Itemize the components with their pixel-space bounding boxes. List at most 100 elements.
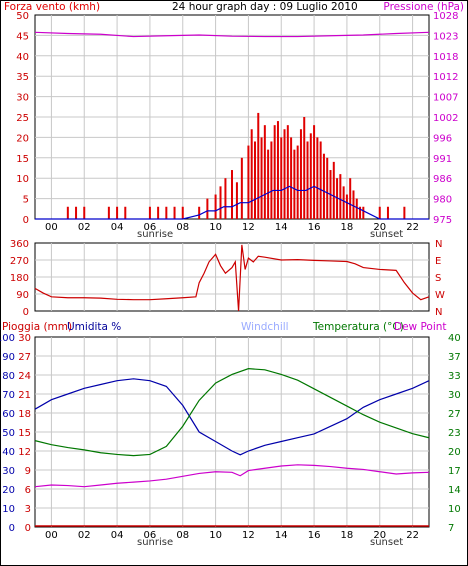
wind-speed-bar (309, 133, 312, 219)
wind-speed-bar (352, 190, 355, 219)
wind-speed-bar (339, 174, 342, 219)
wind-speed-tick: 10 (16, 174, 29, 185)
direction-tick: 0 (23, 307, 29, 318)
temperature-title: Temperatura (°C) (312, 321, 404, 333)
time-tick: 06 (144, 222, 157, 233)
wind-speed-bar (66, 206, 69, 219)
time-tick: 18 (341, 530, 354, 541)
wind-speed-bar (403, 206, 406, 219)
rain-tick: 9 (25, 466, 31, 477)
wind-speed-bar (290, 137, 293, 219)
humidity-tick: 50 (2, 428, 15, 439)
wind-speed-bar (116, 206, 119, 219)
rain-tick: 24 (18, 371, 31, 382)
pressure-tick: 1023 (433, 31, 458, 42)
wind-speed-bar (296, 145, 299, 219)
sunset-label: sunset (370, 229, 403, 240)
sunrise-label: sunrise (137, 229, 173, 240)
temperature-tick: 23 (448, 428, 461, 439)
sunset-label: sunset (370, 537, 403, 548)
pressure-tick: 1007 (433, 93, 458, 104)
rain-tick: 30 (18, 333, 31, 344)
wind-speed-bar (378, 206, 381, 219)
pressure-tick: 1018 (433, 52, 458, 63)
wind-speed-tick: 45 (16, 31, 29, 42)
temperature-line (34, 368, 430, 457)
wind-speed-bar (240, 157, 243, 219)
pressure-tick: 991 (433, 154, 452, 165)
wind-speed-bar (299, 129, 302, 219)
pressure-tick: 1028 (433, 11, 458, 22)
rain-axis: 0 3 6 9 12 15 18 21 24 27 30 (18, 333, 31, 534)
wind-speed-bar (273, 125, 276, 219)
humidity-tick: 80 (2, 371, 15, 382)
time-tick: 02 (78, 222, 91, 233)
time-tick: 14 (275, 222, 288, 233)
wind-speed-tick: 20 (16, 133, 29, 144)
rain-tick: 21 (18, 390, 31, 401)
wind-speed-bar (342, 186, 345, 219)
wind-speed-bar (124, 206, 127, 219)
temperature-tick: 10 (448, 504, 461, 515)
wind-speed-tick: 0 (23, 215, 29, 226)
humidity-tick: 90 (2, 352, 15, 363)
wind-speed-bar (349, 178, 352, 219)
rain-tick: 15 (18, 428, 31, 439)
wind-speed-bar (231, 170, 233, 219)
dewpoint-line (34, 464, 430, 488)
wind-speed-bar (326, 157, 329, 219)
wind-speed-bar (257, 112, 260, 219)
humidity-tick: 60 (2, 409, 15, 420)
time-tick: 02 (78, 530, 91, 541)
wind-speed-bar (386, 206, 389, 219)
humidity-tick: 20 (2, 485, 15, 496)
wind-speed-tick: 40 (16, 52, 29, 63)
wind-speed-bars (66, 112, 406, 219)
wind-speed-bar (316, 137, 319, 219)
time-tick: 16 (308, 222, 321, 233)
time-tick: 00 (45, 530, 58, 541)
compass-label: W (435, 290, 445, 301)
wind-speed-bar (75, 206, 78, 219)
wind-speed-axis: 0 5 10 15 20 25 30 35 40 45 50 (16, 11, 29, 226)
wind-speed-tick: 5 (23, 195, 29, 206)
humidity-title: Umidita % (67, 321, 121, 333)
wind-speed-tick: 25 (16, 113, 29, 124)
time-tick: 00 (45, 222, 58, 233)
wind-speed-bar (173, 206, 176, 219)
direction-degree-axis: 0 90 180 270 360 (10, 239, 29, 318)
pressure-tick: 1012 (433, 72, 458, 83)
wind-speed-bar (219, 186, 222, 219)
wind-speed-tick: 30 (16, 93, 29, 104)
wind-speed-bar (263, 125, 266, 219)
wind-speed-bar (224, 178, 227, 219)
wind-time-axis: 00 02 04 06 08 10 12 14 16 18 20 22 (45, 222, 419, 233)
pressure-tick: 986 (433, 174, 452, 185)
direction-tick: 180 (10, 273, 29, 284)
compass-label: S (435, 273, 441, 284)
time-tick: 10 (209, 222, 222, 233)
pressure-axis: 975 980 986 991 996 1002 1007 1012 1018 1023 1028 (433, 11, 458, 226)
wind-speed-bar (313, 125, 316, 219)
time-tick: 04 (111, 530, 124, 541)
wind-speed-bar (107, 206, 110, 219)
humidity-tick: 0 (9, 523, 15, 534)
temperature-tick: 14 (448, 485, 461, 496)
wind-speed-bar (345, 194, 348, 219)
date-title: 24 hour graph day : 09 Luglio 2010 (172, 1, 358, 13)
time-tick: 08 (176, 222, 189, 233)
wind-speed-bar (362, 206, 365, 219)
time-tick: 10 (209, 530, 222, 541)
wind-speed-bar (280, 137, 283, 219)
wind-speed-bar (181, 206, 184, 219)
wind-speed-bar (148, 206, 151, 219)
wind-speed-bar (247, 145, 250, 219)
temperature-tick: 33 (448, 371, 461, 382)
wind-speed-bar (267, 149, 270, 219)
time-tick: 16 (308, 530, 321, 541)
temperature-tick: 40 (448, 333, 461, 344)
